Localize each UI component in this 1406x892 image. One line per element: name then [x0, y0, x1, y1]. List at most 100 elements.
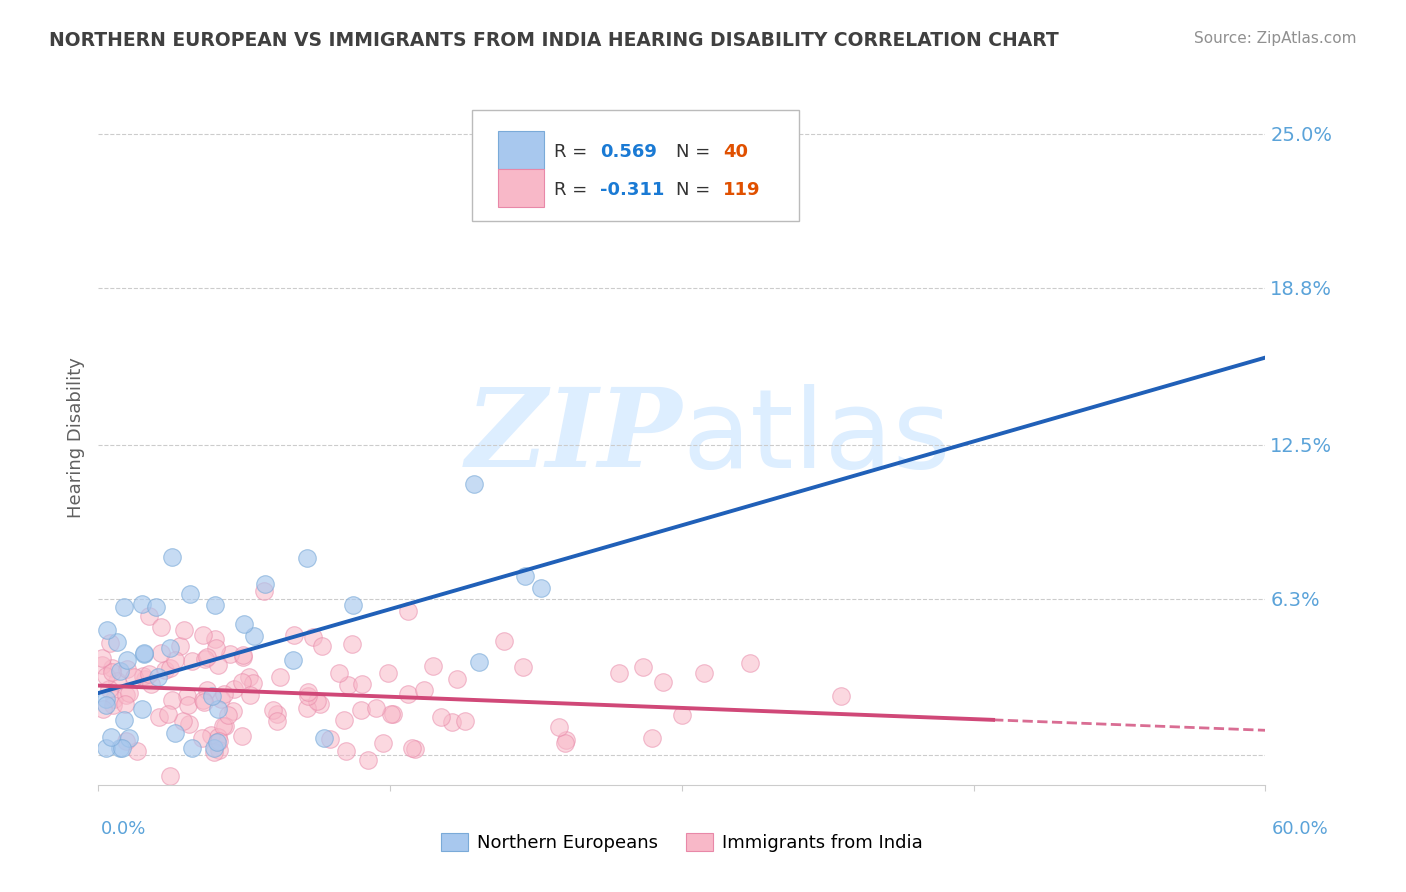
Point — [159, 660, 181, 674]
Point — [413, 682, 436, 697]
Point — [631, 660, 654, 674]
Point — [242, 675, 264, 690]
Point — [205, 734, 228, 748]
Point — [131, 597, 153, 611]
Point — [209, 692, 232, 706]
Point — [159, 769, 181, 783]
Point — [202, 745, 225, 759]
Point — [118, 686, 141, 700]
Point — [530, 581, 553, 595]
Point — [200, 728, 222, 742]
Text: N =: N = — [676, 143, 716, 161]
Point — [195, 649, 218, 664]
Point — [134, 646, 156, 660]
FancyBboxPatch shape — [472, 110, 799, 221]
Point — [180, 654, 202, 668]
Point — [463, 476, 485, 491]
Point — [207, 658, 229, 673]
Point — [243, 628, 266, 642]
Point — [253, 577, 276, 591]
Point — [117, 731, 139, 745]
Point — [204, 640, 226, 655]
Text: atlas: atlas — [682, 384, 950, 491]
Point — [430, 710, 453, 724]
Point — [177, 717, 200, 731]
Point — [262, 704, 284, 718]
Point — [207, 702, 229, 716]
Point — [115, 662, 138, 676]
Text: 119: 119 — [723, 181, 761, 199]
Text: 0.569: 0.569 — [600, 143, 657, 161]
Point — [131, 702, 153, 716]
Point — [554, 736, 576, 750]
Point — [446, 672, 468, 686]
Text: R =: R = — [554, 143, 592, 161]
Point — [191, 693, 214, 707]
Point — [150, 620, 173, 634]
Point — [112, 713, 135, 727]
Point — [134, 647, 156, 661]
Text: R =: R = — [554, 181, 592, 199]
Point — [122, 670, 145, 684]
Y-axis label: Hearing Disability: Hearing Disability — [66, 357, 84, 517]
Point — [177, 698, 200, 713]
Point — [253, 583, 276, 598]
Point — [692, 666, 714, 681]
Point — [160, 693, 183, 707]
Point — [208, 743, 231, 757]
Point — [212, 687, 235, 701]
Point — [207, 730, 229, 744]
FancyBboxPatch shape — [498, 131, 544, 169]
Point — [150, 646, 173, 660]
Point — [96, 692, 118, 706]
Point — [191, 628, 214, 642]
Point — [173, 624, 195, 638]
Text: 0.0%: 0.0% — [101, 820, 146, 838]
Point — [169, 639, 191, 653]
Point — [380, 707, 402, 722]
Point — [281, 653, 304, 667]
Point — [328, 666, 350, 681]
Point — [231, 729, 253, 743]
Text: ZIP: ZIP — [465, 384, 682, 491]
Point — [297, 685, 319, 699]
Point — [101, 698, 124, 713]
Point — [401, 741, 423, 756]
Point — [308, 697, 330, 711]
Point — [181, 740, 204, 755]
Point — [441, 714, 464, 729]
Point — [366, 701, 388, 715]
Point — [193, 695, 215, 709]
Point — [114, 697, 136, 711]
Point — [96, 623, 118, 637]
Point — [195, 682, 218, 697]
Point — [156, 706, 179, 721]
Point — [134, 672, 156, 686]
Point — [98, 682, 121, 697]
Point — [350, 677, 373, 691]
Point — [371, 736, 394, 750]
Point — [357, 753, 380, 767]
Text: N =: N = — [676, 181, 716, 199]
Text: NORTHERN EUROPEAN VS IMMIGRANTS FROM INDIA HEARING DISABILITY CORRELATION CHART: NORTHERN EUROPEAN VS IMMIGRANTS FROM IND… — [49, 31, 1059, 50]
Point — [172, 714, 194, 729]
Point — [283, 628, 305, 642]
Point — [111, 740, 134, 755]
Point — [350, 703, 373, 717]
Point — [232, 648, 254, 662]
Point — [314, 731, 336, 746]
Point — [115, 688, 138, 702]
Point — [651, 675, 673, 690]
Point — [231, 675, 253, 690]
Point — [468, 656, 491, 670]
Point — [146, 670, 169, 684]
Point — [335, 744, 357, 758]
Point — [96, 698, 118, 712]
Point — [319, 732, 342, 747]
Point — [114, 734, 136, 748]
Point — [381, 707, 404, 722]
Point — [311, 639, 333, 653]
Point — [342, 599, 364, 613]
Point — [548, 720, 571, 734]
Legend: Northern Europeans, Immigrants from India: Northern Europeans, Immigrants from Indi… — [434, 826, 929, 859]
